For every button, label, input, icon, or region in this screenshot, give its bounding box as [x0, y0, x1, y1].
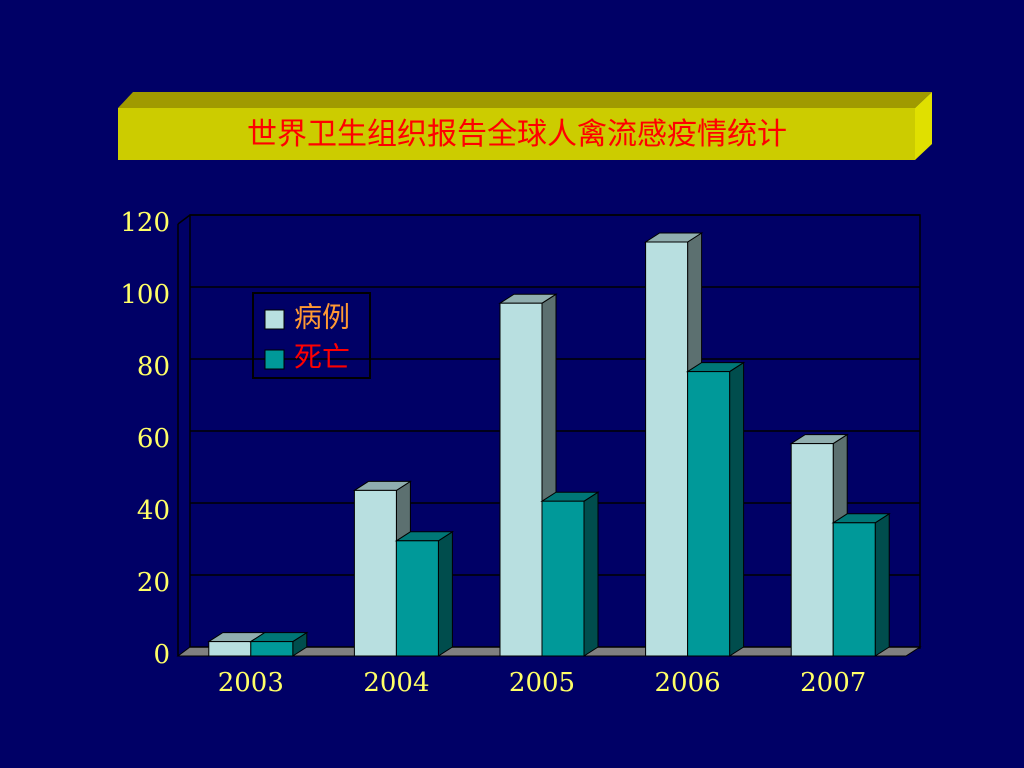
bar — [353, 489, 397, 657]
legend-label: 病例 — [294, 301, 350, 334]
x-tick-label: 2004 — [363, 668, 429, 698]
title-box — [118, 108, 915, 160]
y-tick-label: 40 — [137, 496, 170, 526]
legend-swatch — [264, 309, 285, 330]
bar — [395, 540, 439, 657]
legend-swatch — [264, 349, 285, 370]
legend — [252, 292, 371, 379]
bar — [645, 241, 689, 657]
title-bevel — [915, 92, 932, 160]
bar-side — [729, 361, 745, 657]
y-tick-label: 120 — [120, 208, 170, 238]
y-tick-label: 60 — [137, 424, 170, 454]
bar — [208, 641, 252, 657]
bar — [790, 443, 834, 657]
y-tick-label: 0 — [153, 640, 170, 670]
side-wall — [177, 214, 191, 225]
x-tick-label: 2007 — [800, 668, 866, 698]
chart-title: 世界卫生组织报告全球人禽流感疫情统计 — [247, 117, 787, 152]
title-bevel — [118, 92, 932, 108]
bar — [832, 522, 876, 657]
bar-side — [874, 512, 890, 657]
bar — [250, 641, 294, 657]
bar-side — [583, 491, 599, 657]
bar-side — [437, 530, 453, 657]
bar — [541, 500, 585, 657]
x-tick-label: 2005 — [509, 668, 575, 698]
x-tick-label: 2003 — [218, 668, 284, 698]
bar — [499, 302, 543, 657]
x-tick-label: 2006 — [655, 668, 721, 698]
y-tick-label: 80 — [137, 352, 170, 382]
legend-label: 死亡 — [294, 341, 350, 374]
bar — [687, 371, 731, 657]
y-tick-label: 20 — [137, 568, 170, 598]
y-tick-label: 100 — [120, 280, 170, 310]
